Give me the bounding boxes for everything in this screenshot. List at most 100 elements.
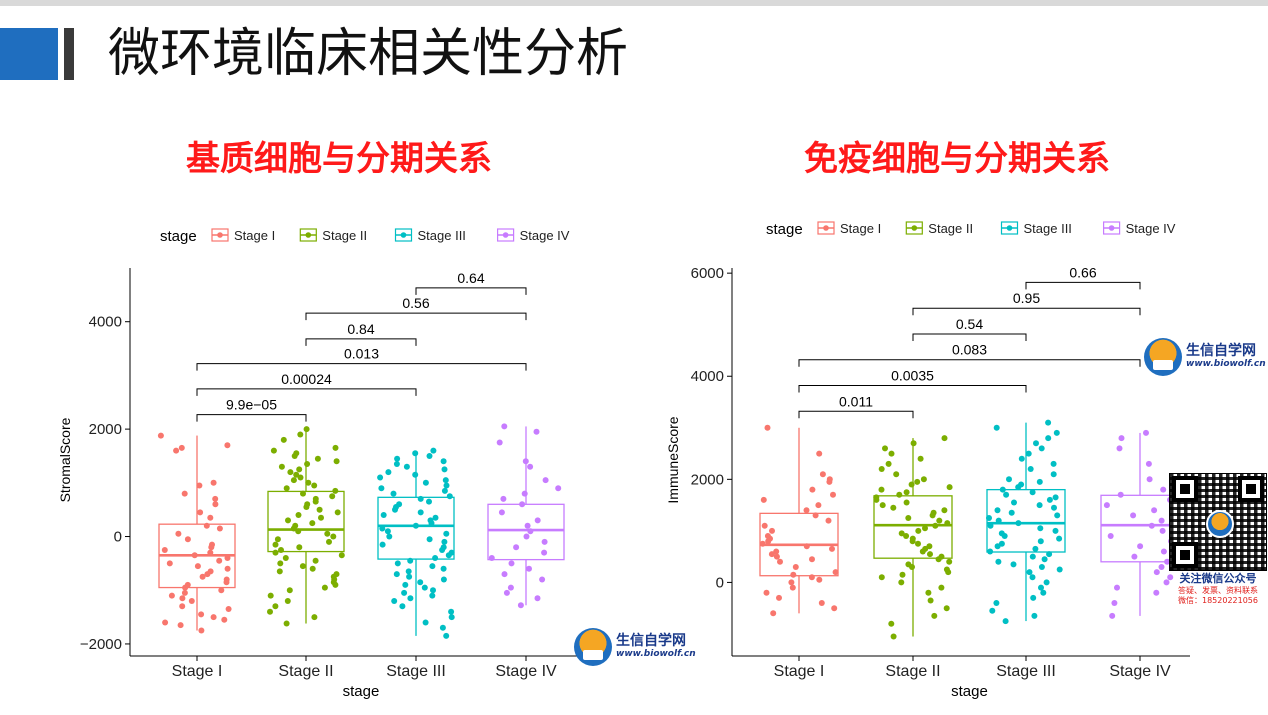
data-point	[993, 424, 1000, 431]
comparison-bracket: 0.84	[305, 321, 417, 346]
data-point	[1167, 574, 1174, 581]
data-point	[899, 571, 906, 578]
data-point	[448, 608, 455, 615]
data-point	[321, 584, 328, 591]
points-stage-ii	[267, 426, 345, 627]
data-point	[282, 555, 289, 561]
bracket-line	[415, 287, 527, 295]
data-point	[1002, 618, 1009, 625]
qr-caption-title: 关注微信公众号	[1179, 572, 1257, 585]
data-point	[816, 576, 823, 583]
points-stage-iv	[488, 423, 562, 609]
bracket-line	[1025, 281, 1141, 290]
legend-key-point	[305, 232, 312, 238]
data-point	[1116, 445, 1123, 452]
data-point	[386, 533, 393, 540]
data-point	[498, 509, 505, 516]
data-point	[803, 543, 810, 550]
x-axis-label: stage	[951, 683, 988, 700]
data-point	[426, 536, 433, 543]
data-point	[207, 549, 214, 556]
data-point	[394, 560, 401, 567]
points-stage-iii	[986, 419, 1063, 625]
comparison-bracket: 9.9e−05	[196, 397, 307, 422]
x-tick-label-stage-iii: Stage III	[996, 663, 1056, 680]
wolf-logo-icon	[1144, 338, 1182, 376]
data-point	[305, 479, 312, 486]
data-point	[426, 453, 433, 459]
data-point	[879, 502, 886, 509]
data-point	[922, 525, 928, 532]
watermark-right: 生信自学网 www.biowolf.cn	[1144, 338, 1266, 376]
data-point	[994, 507, 1001, 514]
data-point	[905, 515, 912, 521]
data-point	[280, 436, 287, 443]
data-point	[439, 624, 446, 631]
p-value-label: 0.56	[402, 295, 429, 311]
legend: stage Stage I Stage II Stage III Stage IV	[160, 228, 570, 245]
data-point	[412, 450, 419, 457]
data-point	[218, 587, 225, 594]
data-point	[925, 589, 932, 596]
data-point	[191, 552, 198, 559]
data-point	[1050, 471, 1057, 478]
data-point	[224, 565, 231, 572]
y-axis-label: ImmuneScore	[665, 416, 681, 503]
data-point	[524, 522, 531, 529]
data-point	[443, 530, 450, 537]
data-point	[161, 547, 168, 553]
legend-item-stage-ii: Stage II	[299, 228, 367, 243]
p-value-label: 0.54	[956, 316, 983, 332]
comparison-bracket: 0.64	[415, 270, 527, 295]
data-point	[888, 620, 895, 627]
x-tick-label-stage-i: Stage I	[774, 663, 825, 680]
data-point	[915, 527, 922, 534]
data-point	[330, 533, 337, 540]
data-point	[299, 563, 306, 570]
data-point	[1038, 564, 1045, 570]
legend-label: Stage III	[1024, 221, 1072, 236]
data-point	[394, 455, 401, 462]
legend-label: Stage IV	[1126, 221, 1176, 236]
data-point	[412, 471, 419, 478]
x-tick-label-stage-iv: Stage IV	[495, 663, 557, 680]
bracket-line	[798, 359, 1141, 367]
watermark-name: 生信自学网	[1186, 343, 1256, 360]
data-point	[311, 482, 318, 489]
data-point	[1056, 535, 1063, 542]
x-axis-label: stage	[343, 683, 380, 700]
data-point	[184, 536, 191, 543]
data-point	[995, 517, 1002, 524]
data-point	[533, 428, 540, 435]
data-point	[274, 536, 281, 543]
data-point	[276, 568, 283, 575]
data-point	[338, 552, 345, 559]
data-point	[896, 491, 903, 498]
data-point	[391, 598, 398, 604]
comparison-bracket: 0.66	[1025, 264, 1141, 290]
data-point	[207, 514, 214, 521]
data-point	[405, 568, 412, 575]
data-point	[324, 530, 331, 537]
data-point	[770, 610, 777, 617]
data-point	[300, 490, 306, 497]
data-point	[946, 484, 953, 491]
legend-title: stage	[766, 221, 803, 238]
p-value-label: 0.013	[344, 346, 379, 362]
data-point	[1148, 522, 1155, 529]
data-point	[286, 587, 293, 594]
data-point	[790, 571, 797, 578]
data-point	[272, 549, 279, 556]
data-point	[430, 587, 436, 594]
data-point	[203, 522, 210, 529]
data-point	[377, 474, 384, 481]
data-point	[182, 584, 189, 591]
data-point	[223, 579, 230, 586]
comparison-bracket: 0.54	[912, 316, 1027, 341]
data-point	[1046, 496, 1053, 503]
data-point	[831, 605, 838, 612]
points-stage-i	[157, 432, 232, 634]
data-point	[500, 495, 507, 502]
data-point	[334, 509, 341, 516]
data-point	[1130, 512, 1137, 519]
